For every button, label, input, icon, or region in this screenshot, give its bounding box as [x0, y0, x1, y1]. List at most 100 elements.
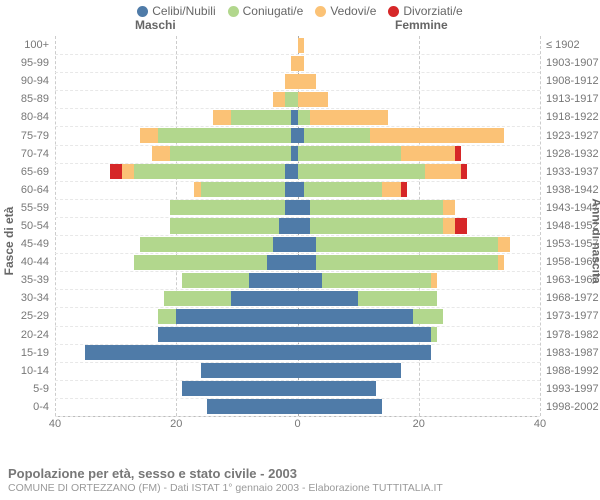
- legend-item: Celibi/Nubili: [137, 4, 215, 18]
- legend: Celibi/Nubili Coniugati/e Vedovi/e Divorzia…: [0, 0, 600, 18]
- pyramid-row: 55-591943-1947: [55, 200, 540, 215]
- bar-segment: [182, 381, 297, 396]
- birth-year-label: 1953-1957: [540, 239, 599, 250]
- bar-segment: [298, 273, 322, 288]
- bar-segment: [213, 110, 231, 125]
- male-bar: [55, 164, 298, 179]
- x-tick-label: 20: [170, 418, 182, 430]
- pyramid-row: 20-241978-1982: [55, 327, 540, 342]
- age-label: 15-19: [5, 348, 55, 359]
- pyramid-row: 50-541948-1952: [55, 218, 540, 233]
- bar-segment: [201, 182, 286, 197]
- legend-label: Vedovi/e: [330, 4, 376, 18]
- bar-segment: [298, 38, 304, 53]
- birth-year-label: 1998-2002: [540, 402, 599, 413]
- birth-year-label: 1938-1942: [540, 185, 599, 196]
- bar-segment: [298, 218, 310, 233]
- pyramid-row: 10-141988-1992: [55, 363, 540, 378]
- age-label: 0-4: [5, 402, 55, 413]
- birth-year-label: 1978-1982: [540, 330, 599, 341]
- bar-segment: [249, 273, 298, 288]
- age-label: 95-99: [5, 58, 55, 69]
- female-bar: [298, 237, 541, 252]
- bar-segment: [298, 399, 383, 414]
- female-bar: [298, 273, 541, 288]
- bar-segment: [298, 56, 304, 71]
- age-label: 40-44: [5, 257, 55, 268]
- age-label: 35-39: [5, 275, 55, 286]
- bar-segment: [170, 146, 291, 161]
- bar-segment: [431, 327, 437, 342]
- female-bar: [298, 92, 541, 107]
- birth-year-label: 1933-1937: [540, 167, 599, 178]
- bar-segment: [285, 200, 297, 215]
- bar-segment: [382, 182, 400, 197]
- male-bar: [55, 255, 298, 270]
- bar-segment: [443, 218, 455, 233]
- male-header: Maschi: [135, 18, 176, 32]
- bar-segment: [461, 164, 467, 179]
- female-bar: [298, 164, 541, 179]
- pyramid-row: 35-391963-1967: [55, 273, 540, 288]
- bar-segment: [158, 327, 297, 342]
- bar-segment: [443, 200, 455, 215]
- legend-item: Vedovi/e: [315, 4, 376, 18]
- pyramid-row: 90-941908-1912: [55, 74, 540, 89]
- legend-item: Divorziati/e: [388, 4, 462, 18]
- bar-segment: [134, 255, 267, 270]
- age-label: 100+: [5, 40, 55, 51]
- age-label: 20-24: [5, 330, 55, 341]
- pyramid-row: 15-191983-1987: [55, 345, 540, 360]
- male-bar: [55, 291, 298, 306]
- bar-segment: [182, 273, 249, 288]
- legend-label: Celibi/Nubili: [152, 4, 215, 18]
- legend-swatch: [388, 6, 399, 17]
- pyramid-row: 60-641938-1942: [55, 182, 540, 197]
- legend-label: Divorziati/e: [403, 4, 462, 18]
- male-bar: [55, 399, 298, 414]
- pyramid-row: 75-791923-1927: [55, 128, 540, 143]
- birth-year-label: 1988-1992: [540, 366, 599, 377]
- pyramid-row: 100+≤ 1902: [55, 38, 540, 53]
- male-bar: [55, 309, 298, 324]
- legend-label: Coniugati/e: [243, 4, 304, 18]
- birth-year-label: 1943-1947: [540, 203, 599, 214]
- bar-segment: [370, 128, 503, 143]
- female-bar: [298, 56, 541, 71]
- pyramid-row: 0-41998-2002: [55, 399, 540, 414]
- bar-segment: [285, 182, 297, 197]
- birth-year-label: 1963-1967: [540, 275, 599, 286]
- bar-segment: [279, 218, 297, 233]
- male-bar: [55, 110, 298, 125]
- x-tick-label: 0: [294, 418, 300, 430]
- birth-year-label: 1993-1997: [540, 384, 599, 395]
- bar-segment: [298, 110, 310, 125]
- age-label: 70-74: [5, 149, 55, 160]
- bar-segment: [498, 255, 504, 270]
- birth-year-label: 1968-1972: [540, 293, 599, 304]
- bar-segment: [298, 381, 377, 396]
- pyramid-row: 40-441958-1962: [55, 255, 540, 270]
- bar-segment: [298, 237, 316, 252]
- female-bar: [298, 363, 541, 378]
- female-bar: [298, 309, 541, 324]
- bar-segment: [298, 255, 316, 270]
- birth-year-label: 1983-1987: [540, 348, 599, 359]
- bar-segment: [231, 110, 292, 125]
- column-headers: Maschi Femmine: [0, 18, 600, 36]
- bar-segment: [176, 309, 297, 324]
- bar-segment: [170, 218, 279, 233]
- female-bar: [298, 327, 541, 342]
- bar-segment: [152, 146, 170, 161]
- bar-segment: [158, 309, 176, 324]
- birth-year-label: 1908-1912: [540, 76, 599, 87]
- male-bar: [55, 200, 298, 215]
- pyramid-row: 30-341968-1972: [55, 291, 540, 306]
- male-bar: [55, 128, 298, 143]
- bar-segment: [455, 218, 467, 233]
- legend-swatch: [315, 6, 326, 17]
- bar-segment: [267, 255, 297, 270]
- bar-segment: [85, 345, 297, 360]
- pyramid-row: 65-691933-1937: [55, 164, 540, 179]
- pyramid-row: 25-291973-1977: [55, 309, 540, 324]
